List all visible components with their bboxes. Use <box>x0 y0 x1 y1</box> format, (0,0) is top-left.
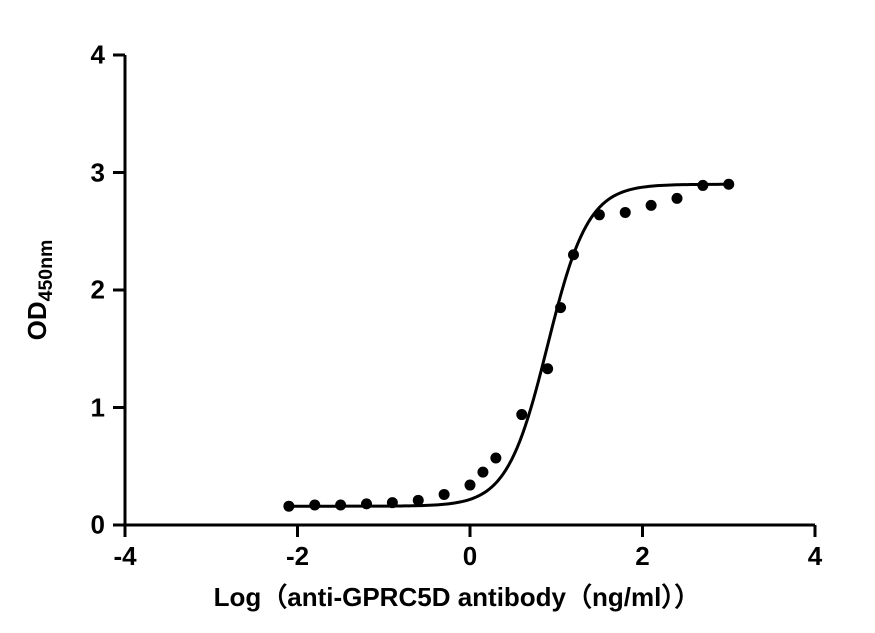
x-tick-label: 2 <box>635 541 649 572</box>
data-point <box>697 180 708 191</box>
data-point <box>283 501 294 512</box>
data-point <box>620 207 631 218</box>
data-point <box>413 495 424 506</box>
x-tick-label: -2 <box>286 541 309 572</box>
y-tick-label: 4 <box>91 40 105 71</box>
data-point <box>568 249 579 260</box>
y-tick-label: 1 <box>91 392 105 423</box>
data-point <box>335 500 346 511</box>
y-tick-label: 0 <box>91 510 105 541</box>
data-point <box>477 467 488 478</box>
dose-response-chart <box>0 0 875 633</box>
data-point <box>490 453 501 464</box>
data-point <box>646 200 657 211</box>
data-point <box>439 489 450 500</box>
data-point <box>594 209 605 220</box>
x-axis-label: Log（anti-GPRC5D antibody（ng/ml）） <box>214 577 701 614</box>
data-point <box>542 363 553 374</box>
data-point <box>465 480 476 491</box>
x-tick-label: 4 <box>808 541 822 572</box>
data-point <box>361 498 372 509</box>
data-point <box>672 193 683 204</box>
x-tick-label: 0 <box>463 541 477 572</box>
data-point <box>387 497 398 508</box>
data-point <box>309 500 320 511</box>
x-tick-label: -4 <box>113 541 136 572</box>
x-label-text: Log（anti-GPRC5D antibody（ng/ml）） <box>214 582 701 612</box>
chart-container: OD450nm Log（anti-GPRC5D antibody（ng/ml））… <box>0 0 875 633</box>
data-point <box>723 179 734 190</box>
chart-bg <box>0 0 875 633</box>
data-point <box>516 409 527 420</box>
data-point <box>555 302 566 313</box>
y-label-main: OD <box>22 301 52 340</box>
y-tick-label: 3 <box>91 157 105 188</box>
y-label-sub: 450nm <box>35 240 57 302</box>
y-tick-label: 2 <box>91 275 105 306</box>
y-axis-label: OD450nm <box>22 240 58 341</box>
